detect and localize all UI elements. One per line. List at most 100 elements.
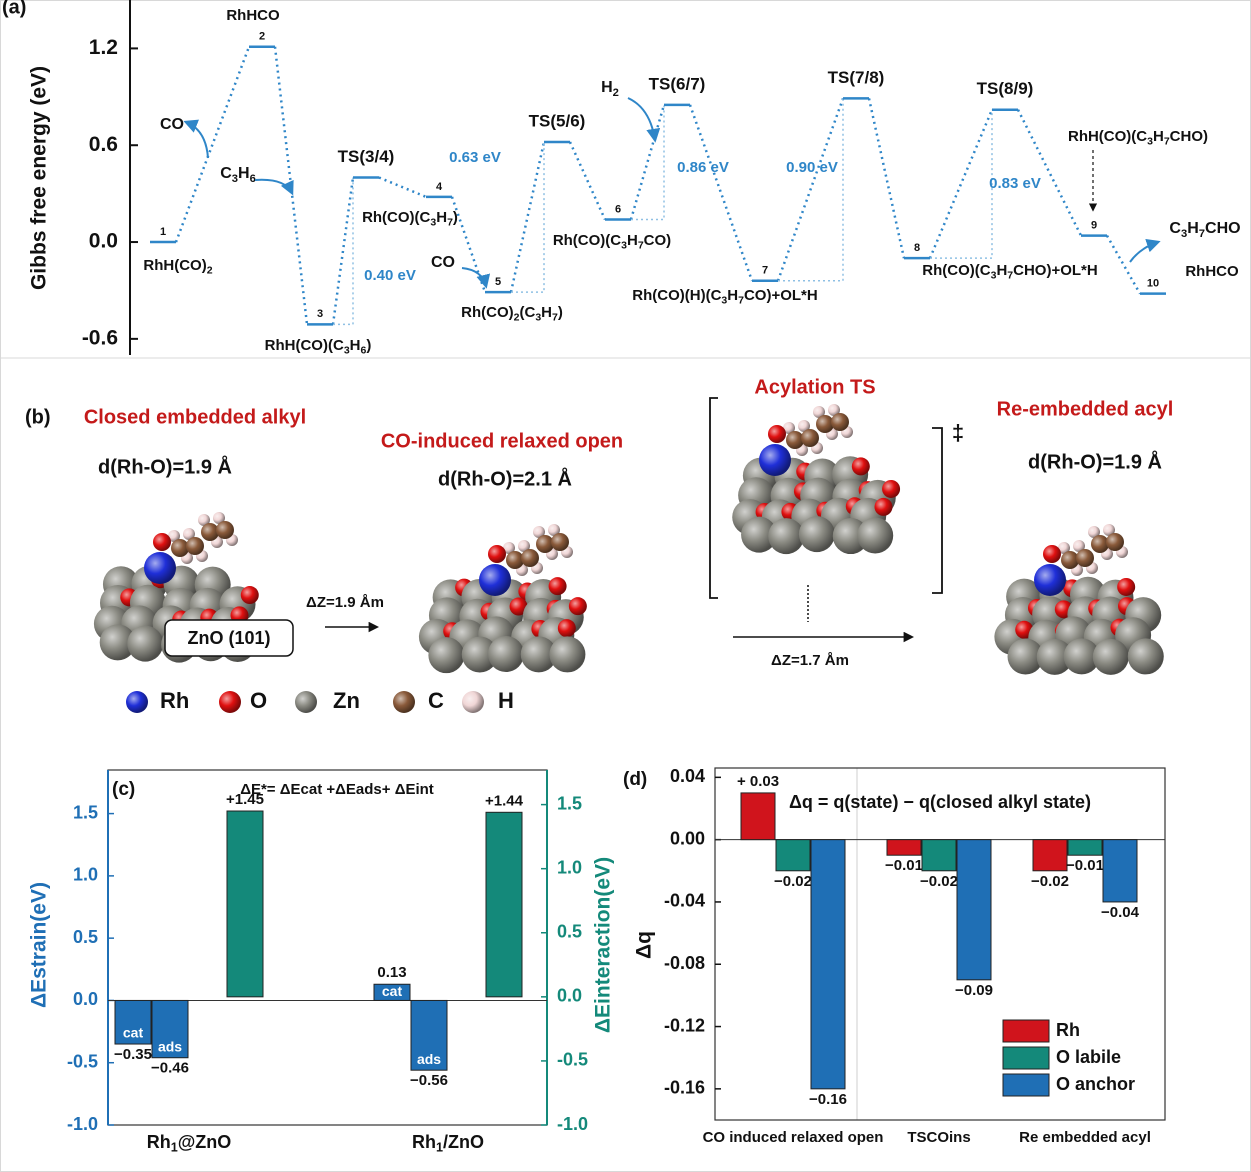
state-number: 7	[762, 265, 768, 277]
state-number: 8	[914, 242, 920, 254]
state-number: 1	[160, 226, 166, 238]
bar	[226, 810, 264, 998]
atom	[851, 457, 870, 476]
atom	[533, 526, 545, 538]
barrier-guide	[778, 98, 844, 282]
y2-tick-label: 0.5	[557, 922, 582, 942]
atom	[488, 545, 506, 563]
y-tick-label: -0.04	[664, 891, 705, 911]
atom	[831, 413, 849, 431]
bar	[373, 983, 411, 1001]
barrier-guide	[511, 142, 545, 293]
atom	[801, 429, 819, 447]
atom	[1061, 551, 1079, 569]
reaction-arrow	[183, 119, 209, 159]
y-tick-label: 1.2	[89, 36, 118, 59]
species-label: Rh(CO)(C3H7)	[362, 209, 458, 228]
barrier-guide	[930, 109, 993, 259]
atom	[1092, 638, 1129, 675]
atom	[874, 497, 893, 516]
y2-tick-label: -1.0	[557, 1114, 588, 1134]
atom	[759, 444, 791, 476]
species-label: RhH(CO)(C3H6)	[265, 337, 372, 356]
atom	[568, 597, 587, 616]
state-number: 10	[1147, 278, 1159, 290]
atom	[144, 552, 176, 584]
value-label: −0.09	[955, 982, 993, 999]
atom	[183, 528, 195, 540]
atom	[506, 551, 524, 569]
distance-label: d(Rh-O)=1.9 Å	[98, 454, 232, 478]
atom	[213, 512, 225, 524]
barrier-label: 0.90 eV	[786, 159, 838, 176]
legend-label: C	[428, 688, 444, 713]
x-tick-label: Re embedded acyl	[1019, 1129, 1151, 1146]
atom	[462, 691, 484, 713]
y-tick-label: 0.5	[73, 927, 98, 947]
bar-name: ads	[417, 1051, 441, 1067]
value-label: −0.02	[1031, 873, 1069, 890]
atom	[1036, 638, 1073, 675]
species-label: Rh(CO)(H)(C3H7CO)+OL*H	[632, 287, 817, 306]
bar	[886, 839, 922, 856]
x-tick-label: Rh1@ZnO	[147, 1132, 232, 1155]
connector	[331, 177, 355, 325]
atom	[521, 549, 539, 567]
value-label: + 0.03	[737, 773, 779, 790]
atom	[798, 516, 835, 553]
y-tick-label: -0.16	[664, 1078, 705, 1098]
ts-label: TS(7/8)	[828, 68, 885, 87]
atom	[1103, 524, 1115, 536]
bracket	[932, 427, 943, 594]
value-label: +1.45	[226, 791, 264, 808]
value-label: −0.16	[809, 1091, 847, 1108]
atom	[741, 516, 778, 553]
y-axis-label: Gibbs free energy (eV)	[28, 66, 51, 290]
atom	[783, 422, 795, 434]
atom	[168, 530, 180, 542]
value-label: −0.56	[410, 1072, 448, 1089]
atom	[828, 404, 840, 416]
atom	[1106, 533, 1124, 551]
state-number: 3	[317, 308, 323, 320]
atom	[240, 586, 259, 605]
barrier-guide	[631, 104, 665, 221]
atom	[536, 535, 554, 553]
ts-label: TS(5/6)	[529, 111, 586, 130]
species-label: RhH(CO)(C3H7CHO)	[1068, 128, 1208, 147]
species-label: Rh(CO)(C3H7CO)	[553, 232, 671, 251]
barrier-label: 0.63 eV	[449, 149, 501, 166]
reactant-label: CO	[160, 116, 184, 133]
value-label: −0.04	[1101, 904, 1140, 921]
bar	[1032, 839, 1068, 872]
x-tick-label: TSCOins	[907, 1129, 970, 1146]
bar	[775, 839, 811, 872]
atom	[1063, 638, 1100, 675]
ts-label: TS(6/7)	[649, 74, 706, 93]
legend-label: H	[498, 688, 514, 713]
atom	[126, 691, 148, 713]
legend-label: O labile	[1056, 1047, 1121, 1067]
state-number: 9	[1091, 219, 1097, 231]
atom	[1034, 564, 1066, 596]
atom	[1058, 542, 1070, 554]
barrier-label: 0.83 eV	[989, 175, 1041, 192]
connector	[629, 104, 666, 220]
atom	[503, 542, 515, 554]
bar-name: cat	[382, 983, 403, 999]
y2-tick-label: 1.0	[557, 857, 582, 877]
bracket	[709, 397, 718, 599]
reaction-arrow	[1129, 238, 1161, 263]
legend-label: Rh	[1056, 1020, 1080, 1040]
legend-swatch	[1002, 1019, 1050, 1043]
atom	[1088, 526, 1100, 538]
atom	[1117, 577, 1136, 596]
plot-frame	[714, 767, 1166, 1121]
atom	[798, 420, 810, 432]
connector	[928, 109, 994, 259]
ts-label: TS(8/9)	[977, 79, 1034, 98]
species-label: RhHCO	[1185, 263, 1239, 280]
connector	[174, 46, 251, 243]
